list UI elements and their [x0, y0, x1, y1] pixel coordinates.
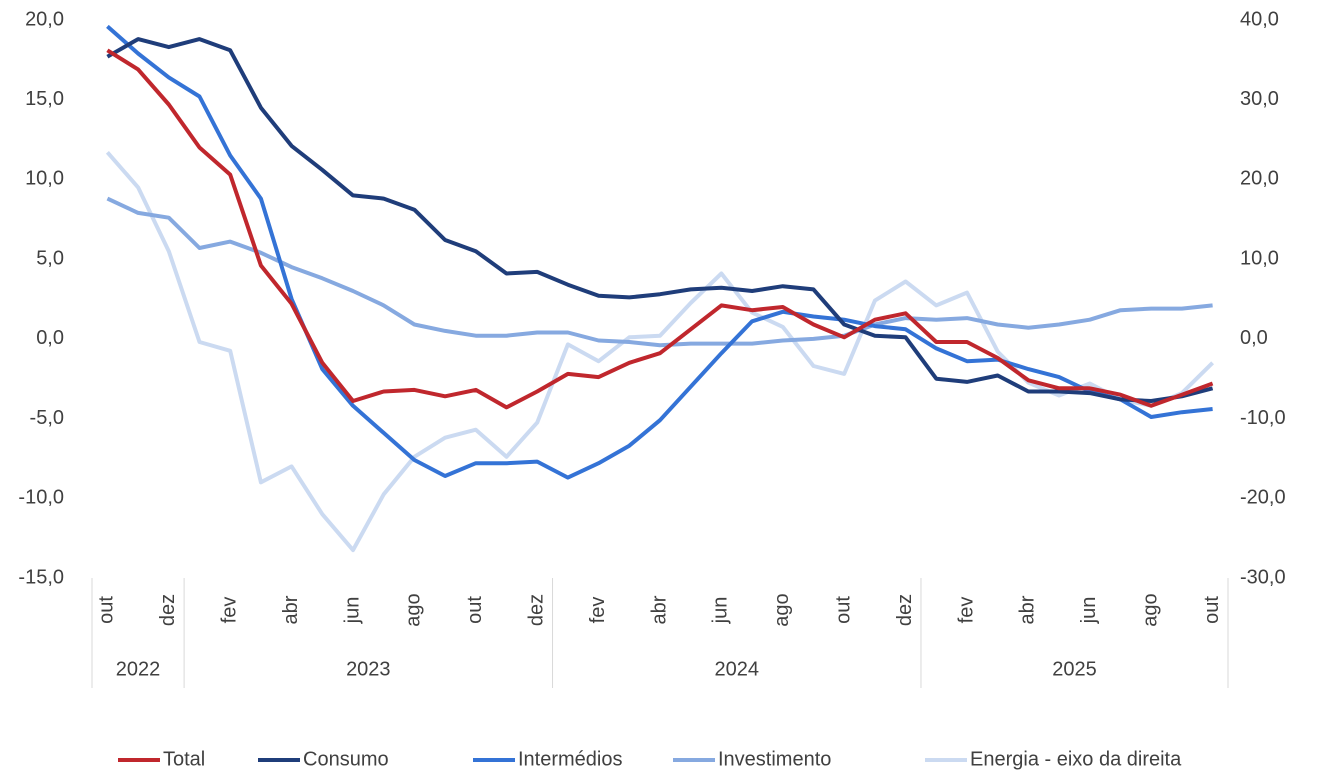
- x-tick-label: abr: [280, 595, 302, 624]
- legend-label: Investimento: [718, 748, 831, 770]
- x-tick-label: jun: [710, 597, 732, 625]
- x-tick-label: ago: [403, 593, 425, 626]
- x-tick-label: jun: [341, 597, 363, 625]
- x-tick-label: out: [832, 596, 854, 624]
- y2-tick-label: 20,0: [1240, 168, 1279, 190]
- legend-label: Intermédios: [518, 748, 623, 770]
- y2-tick-label: 40,0: [1240, 8, 1279, 30]
- series-line: [106, 48, 1214, 410]
- y-tick-label: -10,0: [18, 487, 64, 509]
- x-tick-label: abr: [648, 595, 670, 624]
- x-tick-label: ago: [771, 593, 793, 626]
- series-line: [106, 196, 1213, 348]
- x-tick-label: fev: [587, 597, 609, 624]
- series-line: [106, 24, 1213, 480]
- x-tick-label: jun: [1078, 597, 1100, 625]
- series-line: [105, 150, 1215, 553]
- y-tick-label: 15,0: [25, 88, 64, 110]
- x-group-label: 2025: [1052, 658, 1097, 680]
- y-tick-label: 20,0: [25, 8, 64, 30]
- y2-tick-label: -20,0: [1240, 487, 1286, 509]
- y-tick-label: 5,0: [36, 247, 64, 269]
- y2-tick-label: 0,0: [1240, 327, 1268, 349]
- y2-tick-label: 30,0: [1240, 88, 1279, 110]
- x-tick-label: dez: [157, 594, 179, 626]
- x-group-label: 2024: [715, 658, 760, 680]
- x-tick-label: out: [1201, 596, 1223, 624]
- series-line: [106, 37, 1214, 403]
- y-tick-label: 10,0: [25, 168, 64, 190]
- y2-tick-label: -30,0: [1240, 566, 1286, 588]
- y-tick-label: -15,0: [18, 566, 64, 588]
- y-tick-label: -5,0: [30, 407, 64, 429]
- x-tick-label: fev: [955, 597, 977, 624]
- legend-label: Total: [163, 748, 205, 770]
- x-tick-label: out: [96, 596, 118, 624]
- x-group-label: 2023: [346, 658, 391, 680]
- x-tick-label: ago: [1140, 593, 1162, 626]
- x-tick-label: dez: [894, 594, 916, 626]
- x-tick-label: out: [464, 596, 486, 624]
- x-tick-label: dez: [525, 594, 547, 626]
- legend-label: Energia - eixo da direita: [970, 748, 1182, 770]
- y-tick-label: 0,0: [36, 327, 64, 349]
- y2-tick-label: -10,0: [1240, 407, 1286, 429]
- x-tick-label: abr: [1017, 595, 1039, 624]
- legend-label: Consumo: [303, 748, 389, 770]
- x-tick-label: fev: [218, 597, 240, 624]
- x-group-label: 2022: [116, 658, 161, 680]
- y2-tick-label: 10,0: [1240, 247, 1279, 269]
